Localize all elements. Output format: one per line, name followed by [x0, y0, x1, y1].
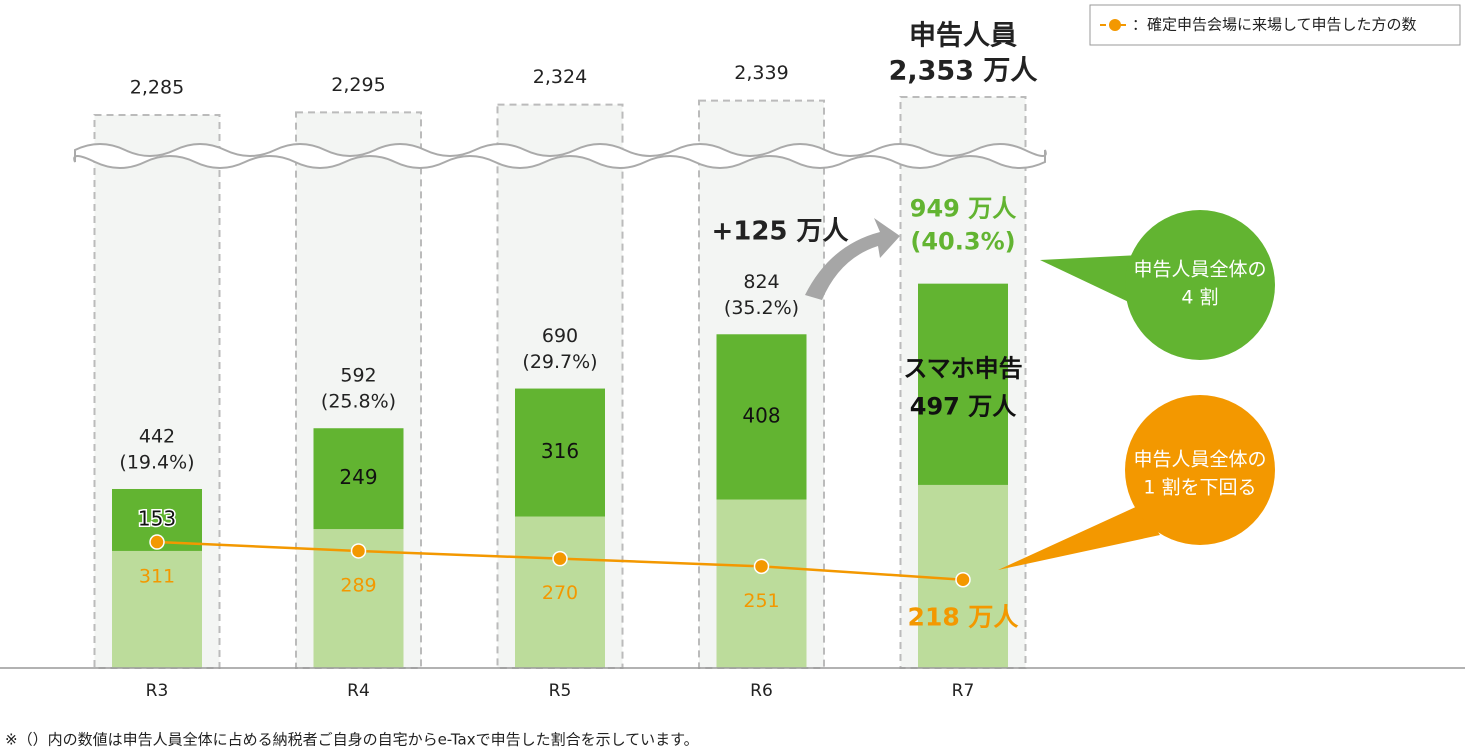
- bar-segment: [515, 516, 605, 668]
- line-label: 311: [139, 566, 175, 588]
- bubble-text: 1 割を下回る: [1143, 477, 1256, 499]
- line-label: 289: [340, 574, 376, 596]
- legend-marker: [1109, 19, 1121, 31]
- bubble-text: 申告人員全体の: [1133, 449, 1266, 471]
- filer-label: 2,285: [130, 76, 184, 98]
- increase-arrow: [805, 218, 900, 300]
- share-label: (25.8%): [321, 391, 396, 413]
- legend-label: ：確定申告会場に来場して申告した方の数: [1132, 16, 1417, 34]
- bar-label: スマホ申告: [903, 354, 1022, 382]
- bar-segment: [313, 428, 404, 530]
- share-label: (19.4%): [119, 451, 194, 473]
- bar-segment: [716, 499, 807, 668]
- total-label: 592: [340, 365, 376, 387]
- filer-label: 2,339: [734, 62, 788, 84]
- bubble-green-tail: [1040, 255, 1140, 305]
- filer-label: 2,295: [331, 74, 385, 96]
- bar-segment: [716, 334, 807, 500]
- share-label: (35.2%): [724, 297, 799, 319]
- bar-segment: [515, 388, 605, 517]
- line-point: [149, 534, 165, 550]
- line-label: 270: [542, 582, 578, 604]
- filer-label: 2,353 万人: [889, 55, 1038, 86]
- x-tick-label: R3: [146, 681, 169, 701]
- bar-segment: [918, 283, 1008, 485]
- bubble-text: 申告人員全体の: [1133, 259, 1266, 281]
- bar-label: 316: [541, 439, 579, 463]
- legend: [1089, 4, 1461, 46]
- bar-label: 249: [339, 465, 377, 489]
- total-label: 824: [743, 271, 779, 293]
- total-label: 949 万人: [910, 195, 1016, 223]
- line-label: 251: [743, 590, 779, 612]
- x-tick-label: R4: [347, 681, 370, 701]
- x-tick-label: R7: [952, 681, 975, 701]
- bubble-text: 4 割: [1181, 287, 1218, 309]
- footnote: ※（）内の数値は申告人員全体に占める納税者ご自身の自宅からe-Taxで申告した割…: [5, 731, 699, 749]
- bar-label: 497 万人: [910, 392, 1016, 420]
- filer-label: 2,324: [533, 66, 587, 88]
- line-point: [350, 543, 367, 559]
- bar-label: 408: [742, 403, 780, 427]
- bar-label: 153: [138, 506, 176, 530]
- share-label: (29.7%): [522, 351, 597, 373]
- x-tick-label: R5: [549, 681, 572, 701]
- line-point: [955, 571, 971, 588]
- line-point: [552, 550, 568, 567]
- bubble-orange: [1125, 395, 1275, 545]
- total-label: 442: [139, 425, 175, 447]
- bar-segment: [112, 550, 202, 668]
- line-point: [753, 558, 770, 575]
- x-tick-label: R6: [750, 681, 773, 701]
- bubble-green: [1125, 210, 1275, 360]
- filer-title: 申告人員: [909, 20, 1017, 51]
- total-label: 690: [542, 325, 578, 347]
- increase-label: +125 万人: [711, 217, 848, 247]
- share-label: (40.3%): [910, 228, 1015, 256]
- line-label: 218 万人: [908, 603, 1019, 632]
- bubble-orange-tail: [998, 505, 1160, 570]
- axis-break: [73, 143, 1047, 169]
